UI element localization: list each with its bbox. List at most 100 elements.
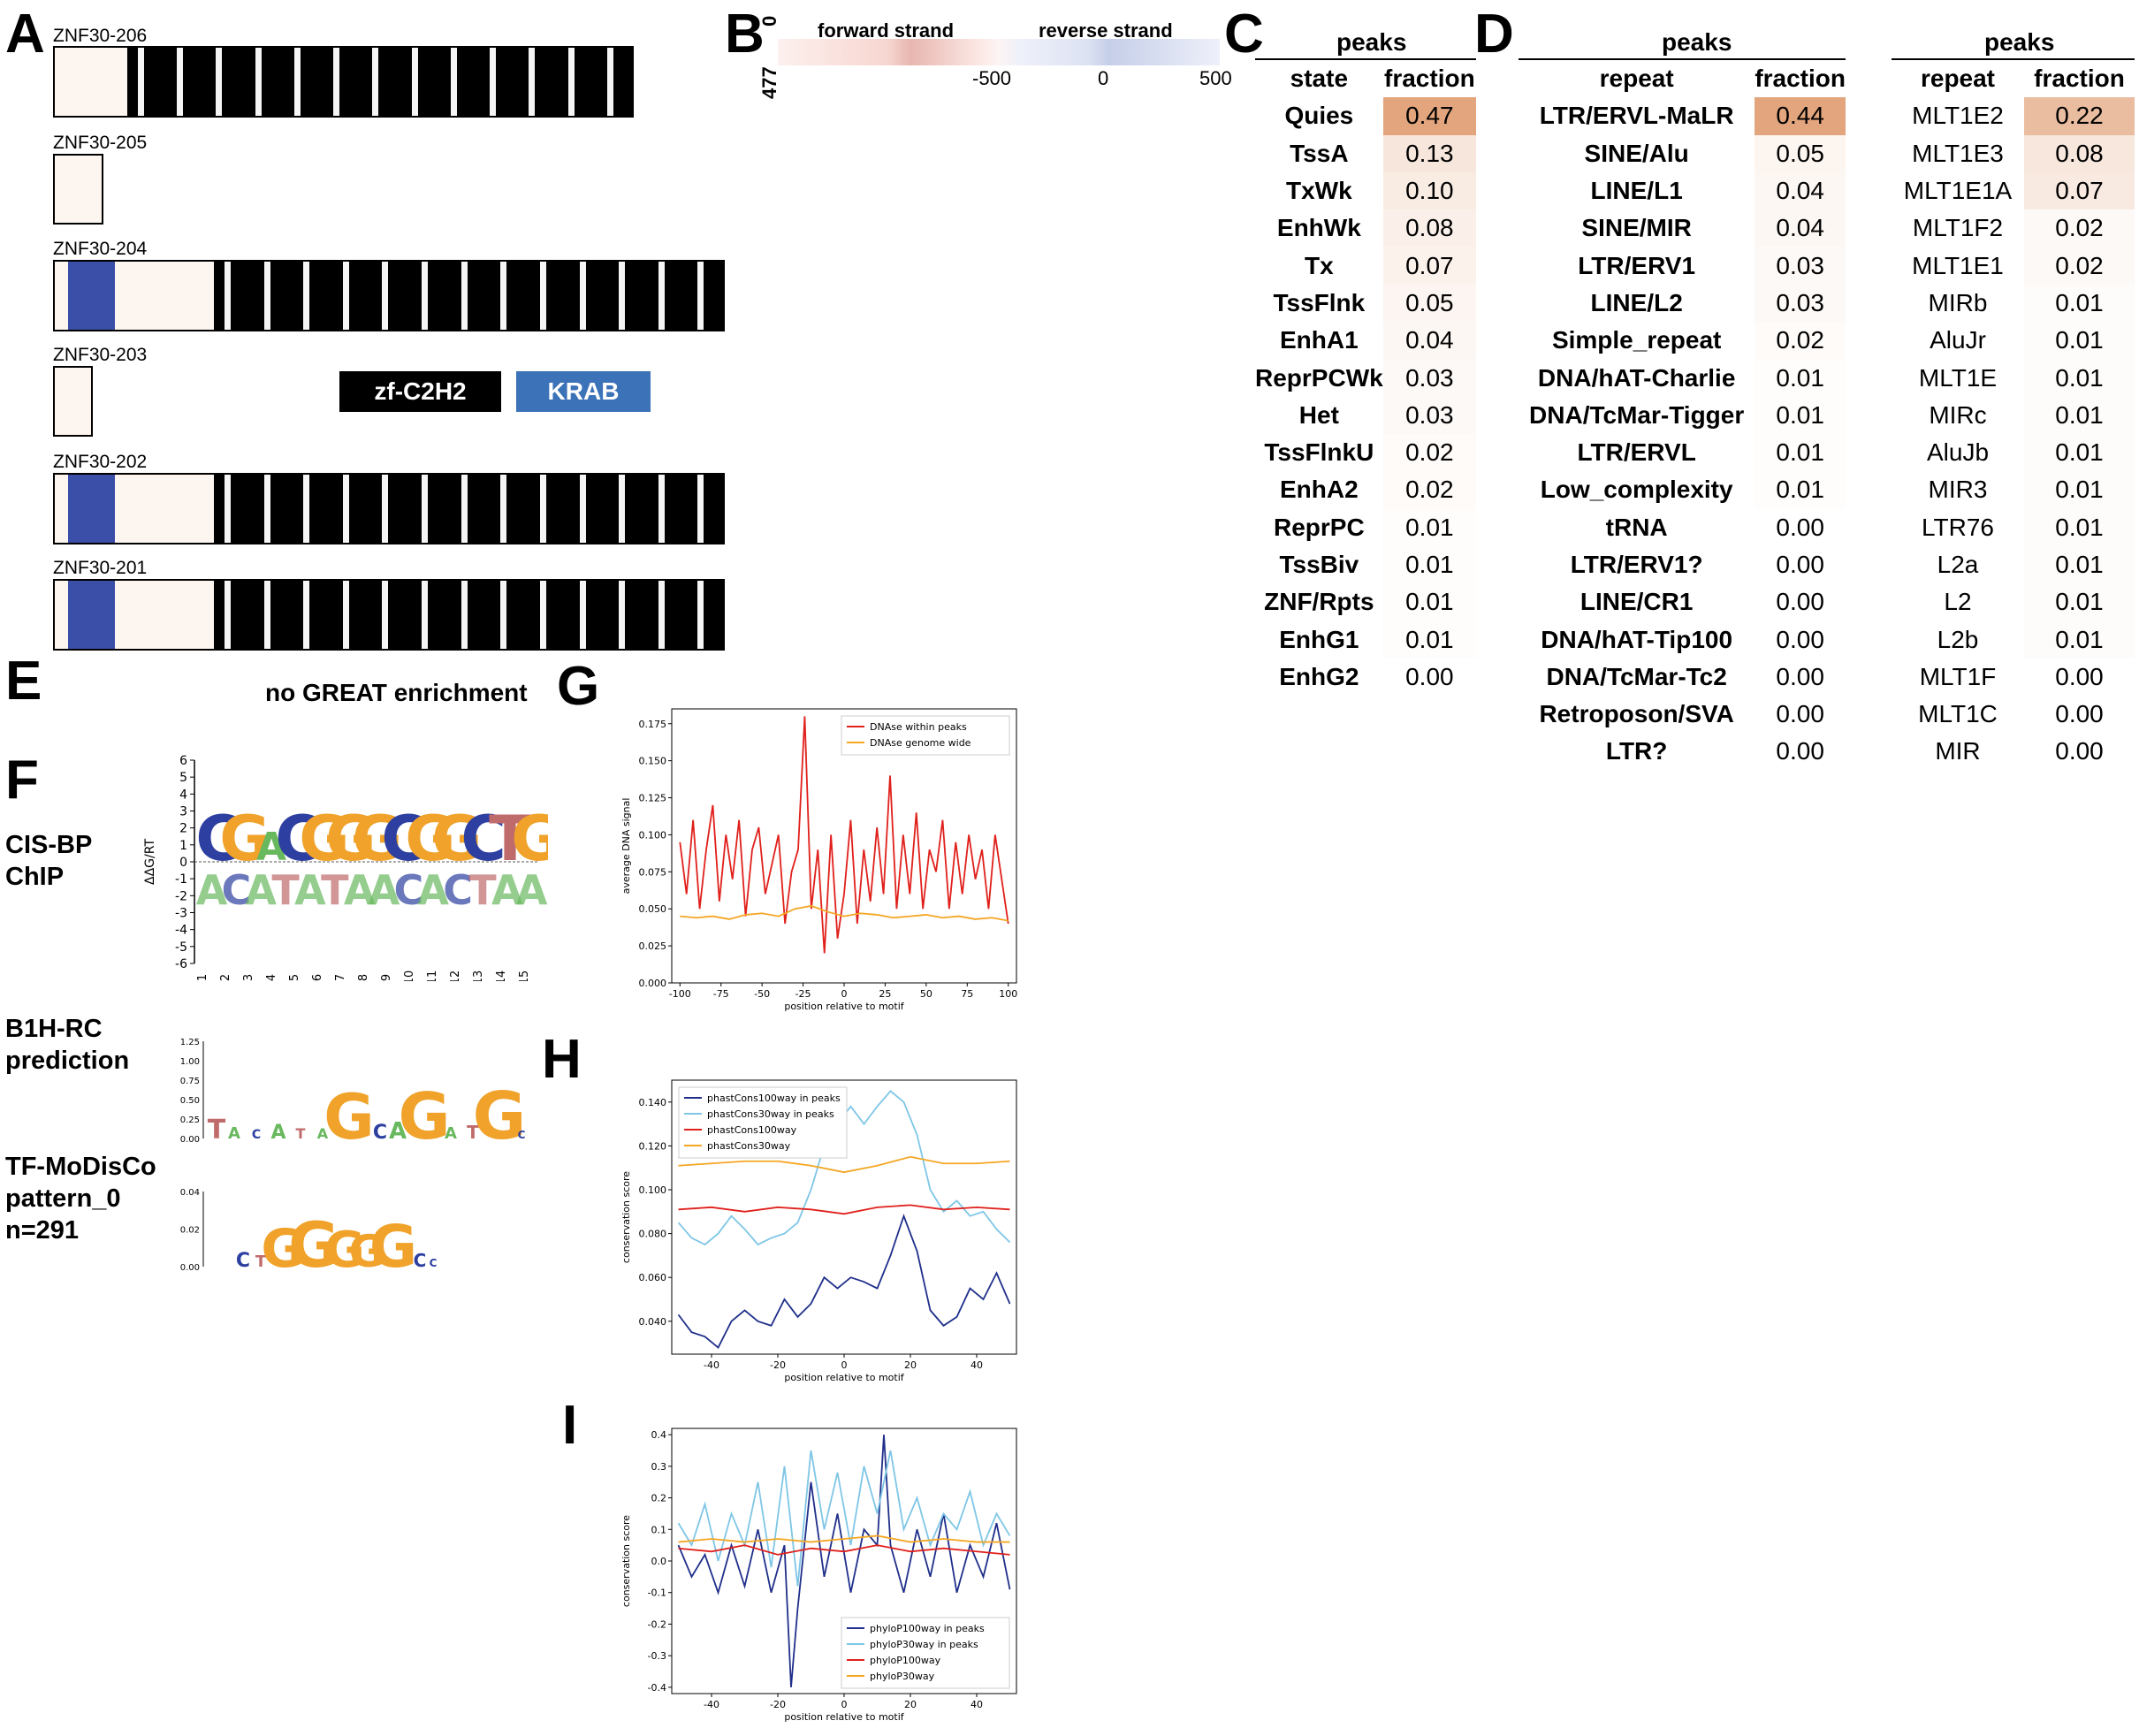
x-tick-label: 6 (311, 974, 324, 981)
strand-heatmap (778, 39, 1220, 65)
table-row: EnhG2 0.00 (1255, 658, 1476, 697)
row-label: AluJr (1930, 326, 1986, 354)
x-axis-label: position relative to motif (784, 1372, 904, 1383)
zinc-finger-separator (225, 262, 231, 330)
y-tick-label: 5 (179, 771, 187, 785)
zinc-finger-separator (579, 581, 586, 649)
zinc-finger-separator (372, 48, 379, 116)
y-tick-label: 1.00 (180, 1057, 200, 1067)
table-row: L2a 0.01 (1892, 545, 2135, 584)
legend-box (678, 1086, 848, 1159)
row-label: L2b (1937, 625, 1979, 653)
table-row: LINE/CR1 0.00 (1519, 583, 1846, 621)
row-fraction: 0.47 (1382, 97, 1476, 135)
row-fraction: 0.01 (1755, 433, 1846, 472)
x-tick-label: 0 (841, 1359, 848, 1371)
legend-label: DNAse genome wide (870, 737, 971, 749)
zinc-finger-separator (422, 475, 429, 543)
row-label: DNA/TcMar-Tigger (1529, 400, 1745, 429)
heatmap-y-bottom: 477 (758, 66, 780, 99)
y-tick-label: 0.00 (180, 1135, 200, 1145)
y-tick-label: -5 (175, 940, 187, 955)
table-row: ReprPCWk 0.03 (1255, 359, 1476, 397)
motif-letter: G (324, 1081, 374, 1154)
x-tick-label: -50 (754, 988, 770, 1000)
zinc-finger-separator (225, 581, 231, 649)
motif-letter: G (288, 1209, 339, 1282)
x-tick-label: 10 (403, 971, 416, 981)
row-label: MLT1F (1919, 662, 1997, 690)
b1h-motif-logo: 1.251.000.750.500.250.00 T A C A T AGC AGA TGC (180, 1038, 527, 1154)
y-tick-label: -0.3 (648, 1650, 666, 1662)
x-tick-label: 5 (288, 974, 301, 981)
reverse-strand-label: reverse strand (1039, 19, 1173, 42)
y-tick-label: 0.000 (639, 978, 667, 989)
table-row: SINE/MIR 0.04 (1519, 209, 1846, 247)
row-label: MIR3 (1928, 476, 1988, 504)
legend-box (841, 715, 1010, 756)
x-tick-label: 7 (334, 974, 347, 981)
zinc-finger-separator (263, 475, 270, 543)
row-label: TxWk (1286, 177, 1352, 205)
y-tick-label: 0.140 (639, 1097, 667, 1108)
row-fraction: 0.05 (1755, 134, 1846, 172)
zinc-finger-separator (500, 262, 507, 330)
y-axis-label: conservation score (620, 1515, 632, 1607)
krab-domain-block (68, 475, 115, 543)
motif-letter: A (344, 866, 376, 914)
row-label: TssA (1290, 139, 1349, 167)
row-fraction: 0.01 (1382, 545, 1476, 584)
row-fraction: 0.01 (1755, 359, 1846, 397)
y-tick-label: -6 (175, 957, 187, 971)
b1h-label-line: prediction (5, 1047, 130, 1075)
x-axis-label: position relative to motif (784, 1711, 904, 1723)
x-tick-label: -20 (770, 1359, 786, 1371)
y-tick-label: 2 (179, 822, 187, 836)
row-fraction: 0.02 (1755, 322, 1846, 360)
table-row: TssFlnkU 0.02 (1255, 433, 1476, 472)
chromatin-state-table: state fraction Quies 0.47 TssA 0.13 TxWk 0.10… (1255, 60, 1476, 697)
motif-letter: G (325, 803, 376, 875)
table-row: DNA/TcMar-Tc2 0.00 (1519, 658, 1846, 697)
motif-letter: C (373, 1122, 387, 1144)
motif-letter: G (511, 803, 548, 875)
row-fraction: 0.01 (2024, 583, 2135, 621)
zinc-finger-separator (461, 262, 468, 330)
y-tick-label: 0.3 (651, 1461, 667, 1473)
table-row: DNA/hAT-Tip100 0.00 (1519, 621, 1846, 659)
row-fraction: 0.01 (2024, 396, 2135, 434)
zinc-finger-separator (216, 48, 223, 116)
isoform-track-206 (53, 46, 634, 118)
row-fraction: 0.22 (2024, 97, 2135, 135)
table-row: MIR 0.00 (1892, 733, 2135, 771)
row-fraction: 0.03 (1382, 396, 1476, 434)
motif-letter: G (261, 1218, 304, 1280)
row-fraction: 0.00 (1755, 733, 1846, 771)
heatmap-x-tick: 500 (1199, 67, 1232, 89)
row-label: ReprPC (1274, 513, 1365, 541)
legend-label: DNAse within peaks (870, 721, 967, 733)
zinc-finger-separator (263, 262, 270, 330)
x-tick-label: -75 (713, 988, 729, 1000)
row-label: LTR/ERVL-MaLR (1539, 102, 1734, 130)
row-label: LINE/CR1 (1580, 588, 1694, 616)
cisbp-label-line: CIS-BP (5, 831, 93, 859)
x-tick-label: 20 (904, 1699, 917, 1710)
y-tick-label: 0.080 (639, 1229, 667, 1240)
row-label: Simple_repeat (1551, 326, 1722, 354)
row-label: Quies (1284, 102, 1354, 130)
row-fraction: 0.03 (1755, 284, 1846, 323)
y-tick-label: 1 (179, 839, 187, 853)
row-fraction: 0.03 (1382, 359, 1476, 397)
y-tick-label: 0.00 (180, 1263, 200, 1273)
y-tick-label: 6 (179, 754, 187, 768)
row-label: SINE/MIR (1581, 214, 1692, 242)
motif-letter: C (393, 866, 423, 914)
x-tick-label: 2 (219, 974, 232, 981)
row-label: EnhG2 (1279, 662, 1359, 690)
row-fraction: 0.01 (1382, 508, 1476, 546)
row-fraction: 0.13 (1382, 134, 1476, 172)
y-tick-label: 0.100 (639, 829, 667, 841)
y-tick-label: -0.1 (648, 1588, 666, 1599)
legend-label: phyloP30way (870, 1671, 935, 1682)
